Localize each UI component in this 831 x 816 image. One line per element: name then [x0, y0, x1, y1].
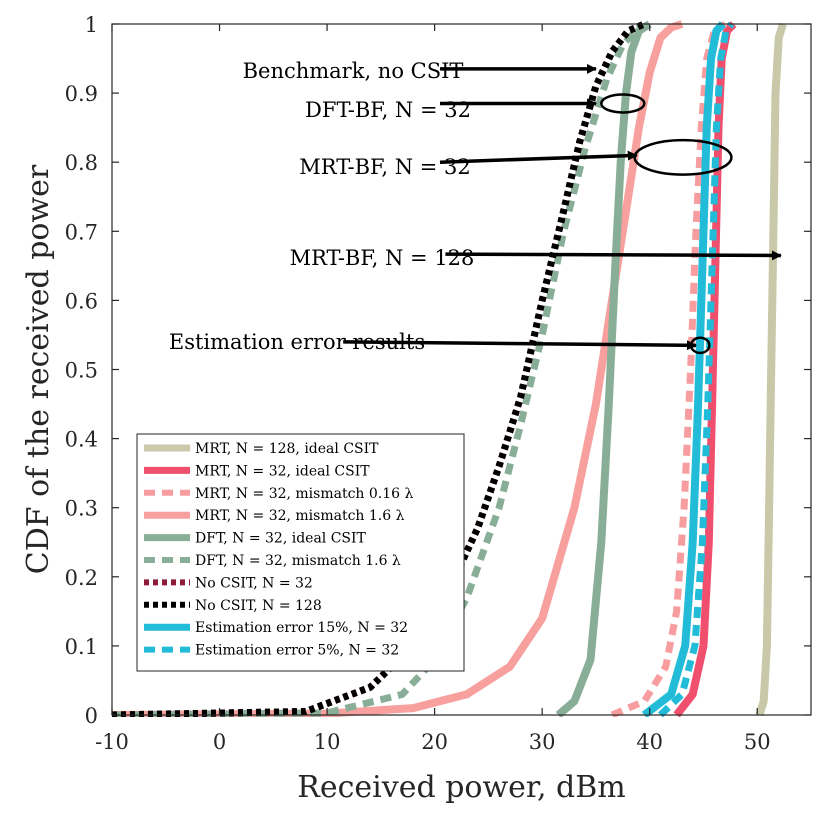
series-line-3 — [112, 20, 684, 717]
legend-label-9: Estimation error 5%, N = 32 — [195, 643, 399, 659]
annotation-arrow-2 — [439, 150, 638, 164]
annotation-label-0: Benchmark, no CSIT — [243, 59, 464, 83]
series-line-1 — [673, 21, 737, 717]
x-tick-label: 50 — [744, 730, 771, 754]
series-line-2 — [610, 21, 727, 717]
x-tick-label: -10 — [95, 730, 129, 754]
x-tick-label: 20 — [421, 730, 448, 754]
annotation-ellipse-4 — [689, 336, 711, 355]
annotation-arrow-3 — [445, 250, 782, 261]
y-tick-label: 0.3 — [65, 497, 98, 521]
legend-label-3: MRT, N = 32, mismatch 1.6 λ — [195, 508, 405, 524]
x-tick-label: 0 — [213, 730, 226, 754]
annotation-ellipse-2 — [633, 138, 733, 176]
y-tick-label: 0.5 — [65, 359, 98, 383]
legend: MRT, N = 128, ideal CSIT MRT, N = 32, ide… — [136, 433, 465, 672]
legend-label-4: DFT, N = 32, ideal CSIT — [195, 531, 367, 547]
x-axis-label: Received power, dBm — [297, 770, 625, 805]
legend-label-7: No CSIT, N = 128 — [195, 598, 322, 614]
annotation-label-3: MRT-BF, N = 128 — [290, 246, 475, 270]
y-tick-label: 0.7 — [65, 220, 98, 244]
y-tick-label: 0.1 — [65, 635, 98, 659]
y-tick-label: 0.9 — [65, 82, 98, 106]
series-line-9 — [657, 21, 735, 717]
y-tick-label: 0.6 — [65, 289, 98, 313]
legend-label-2: MRT, N = 32, mismatch 0.16 λ — [195, 486, 414, 502]
legend-label-8: Estimation error 15%, N = 32 — [195, 620, 408, 636]
legend-label-0: MRT, N = 128, ideal CSIT — [195, 441, 379, 457]
legend-label-5: DFT, N = 32, mismatch 1.6 λ — [195, 553, 401, 569]
legend-label-6: No CSIT, N = 32 — [195, 575, 313, 591]
annotation-label-1: DFT-BF, N = 32 — [305, 98, 471, 122]
annotation-layer: Benchmark, no CSIT DFT-BF, N = 32 MRT-BF, … — [169, 59, 782, 355]
y-tick-label: 0.8 — [65, 151, 98, 175]
y-tick-label: 0.4 — [65, 428, 98, 452]
series-line-5 — [112, 20, 656, 717]
annotation-label-2: MRT-BF, N = 32 — [299, 155, 470, 179]
annotation-arrow-4 — [343, 340, 697, 351]
series-line-8 — [641, 21, 726, 717]
legend-box — [136, 433, 465, 672]
x-tick-label: 40 — [636, 730, 663, 754]
series-line-7 — [112, 20, 646, 717]
series-line-0 — [755, 22, 787, 717]
axes-layer: -10 0 10 20 30 40 5000.10.20.30.40.50.60.70.80… — [21, 13, 812, 805]
y-tick-label: 0.2 — [65, 566, 98, 590]
y-tick-label: 0 — [85, 704, 98, 728]
annotation-ellipse-1 — [600, 93, 646, 114]
series-line-4 — [555, 20, 652, 717]
y-axis-label: CDF of the received power — [21, 164, 56, 574]
x-tick-label: 30 — [529, 730, 556, 754]
x-tick-label: 10 — [314, 730, 341, 754]
legend-label-1: MRT, N = 32, ideal CSIT — [195, 463, 370, 479]
series-layer — [112, 20, 787, 717]
y-tick-label: 1 — [85, 13, 98, 37]
